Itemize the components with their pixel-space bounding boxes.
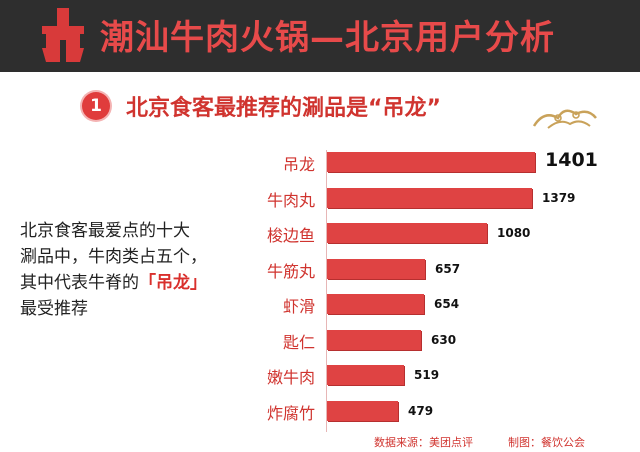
value-label: 654 [434, 297, 460, 311]
value-label: 1401 [545, 149, 598, 171]
bar [327, 294, 424, 314]
header-banner: 潮汕牛肉火锅—北京用户分析 [0, 0, 640, 72]
value-label: 630 [431, 332, 457, 347]
value-label: 1080 [497, 226, 531, 240]
bar [327, 329, 421, 350]
bar [327, 258, 425, 279]
desc-line-3-prefix: 其中代表牛脊的 [20, 273, 139, 293]
banner-title: 潮汕牛肉火锅—北京用户分析 [100, 18, 555, 58]
value-label: 1379 [542, 190, 576, 205]
bar [327, 400, 398, 421]
value-label: 657 [435, 261, 461, 276]
description-text: 北京食客最爱点的十大 涮品中，牛肉类占五个， 其中代表牛脊的「吊龙」 最受推荐 [20, 218, 246, 322]
bar [327, 187, 532, 208]
bar [327, 365, 404, 385]
category-label: 匙仁 [282, 332, 315, 352]
desc-line-4: 最受推荐 [20, 299, 88, 319]
category-label: 牛筋丸 [266, 261, 315, 281]
hotpot-logo-icon [42, 8, 84, 62]
category-label: 炸腐竹 [266, 403, 315, 423]
data-source: 数据来源：美团点评 [374, 436, 473, 449]
chart-maker: 制图：餐饮公会 [508, 436, 585, 449]
category-label: 牛肉丸 [266, 190, 315, 210]
value-label: 479 [408, 403, 434, 418]
desc-line-3: 其中代表牛脊的「吊龙」 [20, 270, 246, 296]
bar [327, 152, 535, 172]
desc-line-1: 北京食客最爱点的十大 [20, 221, 190, 241]
value-label: 519 [414, 368, 440, 382]
bar [327, 223, 487, 243]
category-label: 嫩牛肉 [266, 368, 315, 387]
category-label: 梭边鱼 [266, 226, 315, 245]
category-label: 吊龙 [282, 155, 315, 174]
headline: 1 北京食客最推荐的涮品是“吊龙” [82, 86, 441, 126]
desc-highlight: 「吊龙」 [139, 273, 207, 293]
auspicious-cloud-icon [532, 109, 597, 129]
chart-axis [326, 150, 327, 432]
chart-title: 北京食客最推荐的涮品是“吊龙” [126, 96, 441, 121]
number-badge: 1 [82, 92, 110, 120]
desc-line-2: 涮品中，牛肉类占五个， [20, 247, 207, 267]
category-label: 虾滑 [282, 297, 315, 316]
